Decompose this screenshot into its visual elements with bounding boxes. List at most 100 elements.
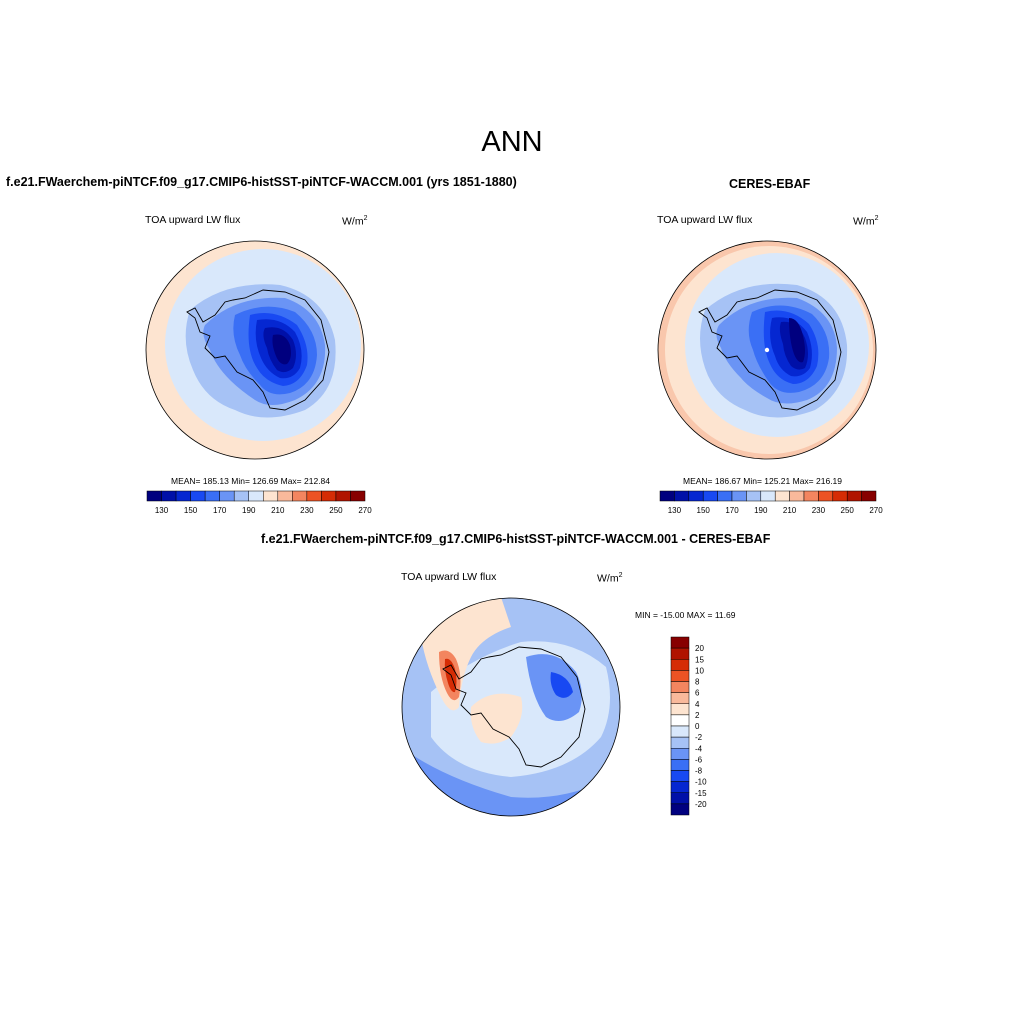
diff-colorbar-tick-label: -2 [695, 733, 703, 742]
model-colorbar-swatch [219, 490, 235, 502]
diff-colorbar-tick-label: -4 [695, 744, 703, 753]
diff-colorbar-tick-label: 2 [695, 711, 700, 720]
diff-colorbar-swatch [670, 647, 690, 660]
diff-colorbar-tick-label: 10 [695, 666, 704, 675]
diff-colorbar-swatch [670, 714, 690, 727]
obs-colorbar-tick-label: 130 [668, 506, 682, 515]
model-colorbar-tick-label: 150 [184, 506, 198, 515]
obs-map [657, 240, 877, 460]
model-colorbar-swatch [350, 490, 366, 502]
obs-colorbar-tick-label: 270 [869, 506, 883, 515]
diff-colorbar-swatch [670, 770, 690, 782]
model-panel-title: f.e21.FWaerchem-piNTCF.f09_g17.CMIP6-his… [6, 175, 517, 189]
diff-south-band [402, 747, 620, 816]
model-stats: MEAN= 185.13 Min= 126.69 Max= 212.84 [171, 476, 331, 486]
diff-coastline [442, 646, 586, 768]
model-colorbar-swatch [233, 490, 249, 502]
diff-colorbar-swatch [670, 670, 690, 682]
diff-variable-label: TOA upward LW flux [401, 571, 497, 583]
model-colorbar-swatch [321, 490, 337, 502]
diff-colorbar-swatch [670, 748, 690, 760]
model-ice-6 [272, 334, 291, 365]
diff-warm-interior [470, 693, 523, 744]
obs-colorbar-tick-label: 230 [812, 506, 826, 515]
model-colorbar-tick-label: 250 [329, 506, 343, 515]
obs-colorbar-swatch [818, 490, 834, 502]
model-colorbar-swatch [161, 490, 177, 502]
diff-colorbar-tick-label: 20 [695, 644, 704, 653]
model-colorbar-swatch [175, 490, 191, 502]
model-colorbar-tick-label: 130 [155, 506, 169, 515]
diff-colorbar-swatch [670, 659, 690, 671]
diff-colorbar-tick-label: -8 [695, 767, 703, 776]
diff-panel-title: f.e21.FWaerchem-piNTCF.f09_g17.CMIP6-his… [261, 532, 771, 546]
diff-colorbar-swatch [670, 692, 690, 704]
diff-colorbar-swatch [670, 792, 690, 805]
diff-colorbar-tick-label: 8 [695, 678, 700, 687]
obs-coastline [698, 289, 842, 411]
model-colorbar: 130 150 170 190 210 230 250 270 [146, 490, 372, 515]
diff-colorbar-swatch [670, 736, 690, 749]
obs-colorbar-swatch [659, 490, 675, 502]
obs-panel-title: CERES-EBAF [729, 177, 811, 191]
diff-colorbar-tick-label: 15 [695, 655, 704, 664]
obs-colorbar-swatch [702, 490, 718, 502]
obs-colorbar-swatch [832, 490, 848, 502]
diff-colorbar-swatch [670, 759, 690, 771]
diff-colorbar-swatch [670, 725, 690, 738]
obs-colorbar-swatch [803, 490, 819, 502]
obs-stats: MEAN= 186.67 Min= 125.21 Max= 216.19 [683, 476, 843, 486]
diff-colorbar-tick-label: -20 [695, 800, 707, 809]
obs-variable-label: TOA upward LW flux [657, 214, 753, 226]
obs-ice-6 [789, 318, 805, 363]
obs-colorbar-tick-label: 170 [725, 506, 739, 515]
model-colorbar-swatch [263, 490, 279, 502]
model-colorbar-tick-label: 270 [358, 506, 372, 515]
obs-colorbar-tick-label: 150 [697, 506, 711, 515]
diff-colorbar-tick-label: 4 [695, 700, 700, 709]
diff-colorbar-swatch [670, 636, 690, 649]
diff-units: W/m2 [597, 572, 623, 585]
obs-colorbar-tick-label: 190 [754, 506, 768, 515]
model-coastline [186, 289, 330, 411]
diff-cold-spot [550, 672, 573, 698]
obs-colorbar-tick-label: 210 [783, 506, 797, 515]
obs-colorbar-swatch [688, 490, 704, 502]
model-colorbar-swatch [204, 490, 220, 502]
diff-colorbar-tick-label: -6 [695, 755, 703, 764]
diff-colorbar-swatch [670, 781, 690, 793]
diff-colorbar-swatch [670, 681, 690, 693]
model-colorbar-swatch [277, 490, 293, 502]
model-colorbar-swatch [146, 490, 162, 502]
diff-colorbar-tick-label: 0 [695, 722, 700, 731]
diff-colorbar-swatch [670, 803, 690, 816]
obs-colorbar-swatch [789, 490, 805, 502]
diff-colorbar-tick-label: -15 [695, 789, 707, 798]
obs-colorbar-swatch [774, 490, 790, 502]
obs-south-pole-marker [764, 347, 770, 353]
obs-units: W/m2 [853, 215, 879, 228]
diff-stats: MIN = -15.00 MAX = 11.69 [635, 610, 736, 620]
model-colorbar-tick-label: 170 [213, 506, 227, 515]
model-colorbar-swatch [248, 490, 264, 502]
season-title: ANN [481, 126, 543, 158]
obs-colorbar-swatch [674, 490, 690, 502]
obs-colorbar-swatch [861, 490, 877, 502]
model-colorbar-swatch [292, 490, 308, 502]
model-colorbar-tick-label: 230 [300, 506, 314, 515]
model-map [145, 240, 365, 460]
diff-colorbar-tick-label: 6 [695, 689, 700, 698]
model-colorbar-tick-label: 190 [242, 506, 256, 515]
obs-colorbar-swatch [760, 490, 776, 502]
obs-colorbar-swatch [717, 490, 733, 502]
diff-map [401, 597, 621, 817]
diff-colorbar-swatch [670, 703, 690, 716]
model-colorbar-swatch [306, 490, 322, 502]
obs-colorbar-swatch [846, 490, 862, 502]
model-variable-label: TOA upward LW flux [145, 214, 241, 226]
obs-colorbar-tick-label: 250 [841, 506, 855, 515]
obs-colorbar: 130 150 170 190 210 230 250 270 [659, 490, 883, 515]
model-colorbar-tick-label: 210 [271, 506, 285, 515]
model-units: W/m2 [342, 215, 368, 228]
